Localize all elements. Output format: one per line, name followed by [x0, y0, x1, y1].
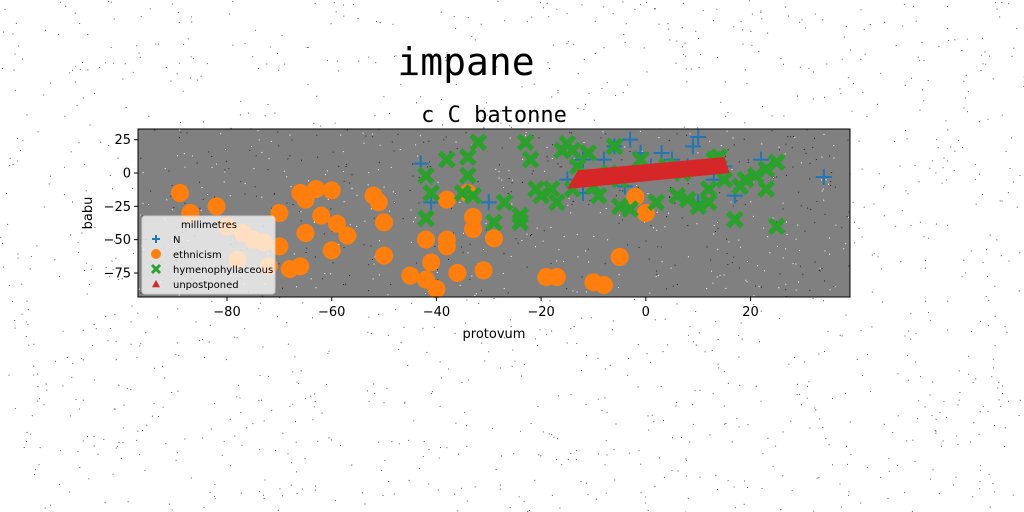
x-tick-label: −60	[318, 305, 345, 320]
data-point	[312, 207, 330, 225]
y-tick-label: −50	[104, 233, 131, 248]
y-tick-label: −75	[104, 267, 131, 282]
data-point	[370, 193, 388, 211]
legend-label: hymenophyllaceous	[173, 265, 273, 276]
chart-suptitle: impane	[397, 40, 534, 84]
x-tick-label: 0	[642, 305, 650, 320]
chart-title: c C batonne	[421, 103, 567, 128]
data-point	[485, 229, 503, 247]
data-point	[297, 224, 315, 242]
data-point	[548, 268, 566, 286]
data-point	[375, 247, 393, 265]
data-point	[611, 248, 629, 266]
y-tick-label: −25	[104, 200, 131, 215]
data-point	[422, 253, 440, 271]
data-point	[438, 231, 456, 249]
x-tick-label: −40	[423, 305, 450, 320]
x-tick-label: −20	[527, 305, 554, 320]
data-point	[427, 280, 445, 298]
data-point	[375, 213, 393, 231]
legend-label: ethnicism	[173, 250, 222, 261]
legend-label: N	[173, 235, 180, 246]
data-point	[464, 220, 482, 238]
y-axis-label: babu	[81, 197, 96, 230]
data-point	[438, 191, 456, 209]
data-point	[448, 264, 466, 282]
y-tick-label: 25	[114, 133, 131, 148]
data-point	[475, 261, 493, 279]
data-point	[291, 257, 309, 275]
y-axis-ticks: 25 0 −25 −50 −75	[104, 133, 138, 281]
legend-label: unpostponed	[173, 280, 239, 291]
data-point	[323, 241, 341, 259]
data-point	[323, 181, 341, 199]
legend-title: millimetres	[181, 220, 237, 231]
data-point	[307, 180, 325, 198]
data-point	[595, 276, 613, 294]
y-tick-label: 0	[123, 167, 131, 182]
data-point	[401, 267, 419, 285]
x-tick-label: −80	[213, 305, 240, 320]
data-point	[171, 184, 189, 202]
data-point	[417, 231, 435, 249]
x-tick-label: 20	[742, 305, 759, 320]
data-point	[338, 227, 356, 245]
legend-marker	[151, 249, 161, 259]
x-axis-label: protovum	[463, 327, 526, 342]
data-point	[208, 197, 226, 215]
x-axis-ticks: −80 −60 −40 −20 0 20	[213, 297, 759, 320]
